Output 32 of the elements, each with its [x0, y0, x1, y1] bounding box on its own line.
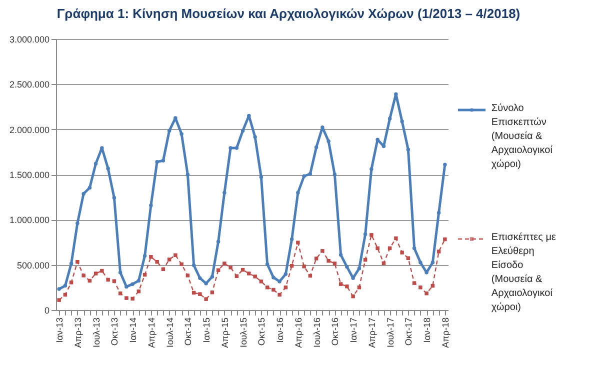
x-tick-label: Ιουλ-13: [91, 318, 102, 348]
y-tick-label: 2.000.000: [9, 124, 50, 135]
y-tick-label: 2.500.000: [9, 80, 50, 90]
x-tick-label: Οκτ-15: [256, 318, 267, 346]
x-tick-label: Ιουλ-14: [164, 318, 175, 348]
x-tick-label: Απρ-15: [220, 318, 230, 348]
x-tick-label: Οκτ-16: [330, 318, 340, 346]
x-tick-label: Απρ-16: [293, 318, 304, 348]
x-tick-label: Ιαν-13: [54, 318, 65, 343]
x-tick-label: Ιαν-17: [348, 318, 359, 343]
x-tick-label: Οκτ-17: [404, 318, 414, 346]
y-tick-label: 500.000: [16, 260, 50, 270]
x-tick-label: Οκτ-14: [183, 318, 194, 346]
x-tick-label: Οκτ-13: [110, 318, 120, 346]
y-tick-label: 0: [44, 306, 50, 316]
legend-label: Σύνολο Επισκεπτών (Μουσεία & Αρχαιολογικοί χώροι): [491, 102, 554, 170]
y-tick-label: 1.500.000: [9, 170, 50, 180]
x-tick-label: Απρ-18: [440, 318, 450, 348]
chart-title: Γράφημα 1: Κίνηση Μουσείων και Αρχαιολογικών Χώρων (1/2013 – 4/2018): [56, 6, 520, 21]
x-tick-label: Ιαν-14: [128, 318, 138, 343]
x-tick-label: Ιαν-15: [202, 318, 212, 343]
legend-label: Επισκέπτες με Ελεύθερη Είσοδο (Μουσεία & Αρχαιολογικοί χώροι): [491, 232, 557, 314]
y-tick-label: 1.000.000: [9, 215, 50, 226]
x-tick-label: Ιαν-16: [275, 318, 286, 343]
x-tick-label: Απρ-13: [72, 318, 83, 348]
x-tick-label: Ιουλ-15: [238, 318, 248, 348]
x-tick-label: Ιουλ-17: [385, 318, 396, 348]
y-tick-label: 3.000.000: [9, 34, 50, 44]
x-tick-label: Απρ-17: [366, 318, 377, 348]
x-tick-label: Απρ-14: [146, 318, 156, 348]
x-tick-label: Ιαν-18: [422, 318, 432, 343]
x-tick-label: Ιουλ-16: [312, 318, 322, 348]
